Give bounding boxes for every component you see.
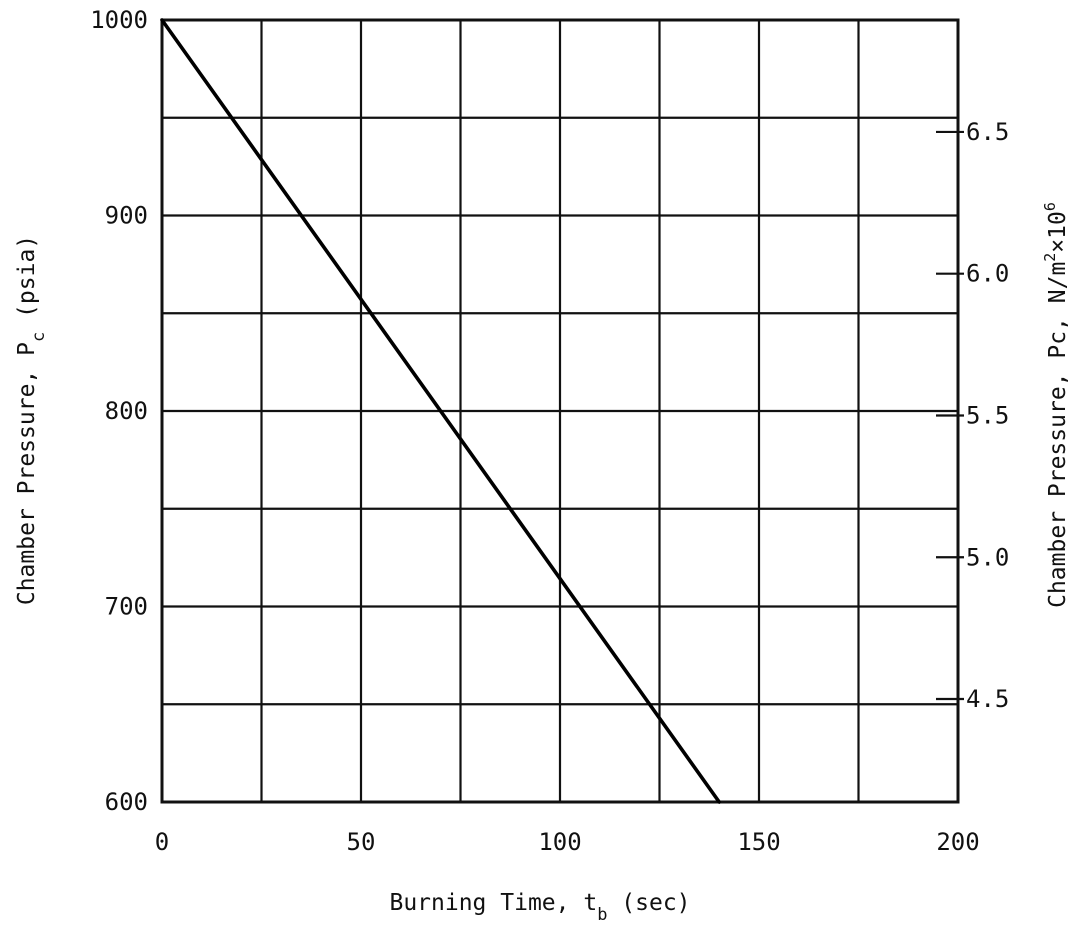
x-tick-label: 50 <box>347 828 376 856</box>
y-left-tick-label: 700 <box>105 593 148 621</box>
y-axis-right-title: Chamber Pressure, Pc, N/m2×106 <box>1041 202 1071 608</box>
y-right-tick-label: 4.5 <box>966 685 1009 713</box>
x-axis-title: Burning Time, tb (sec) <box>389 890 690 925</box>
y-right-tick-label: 5.5 <box>966 401 1009 429</box>
plot-frame <box>160 18 960 804</box>
axis-ticks: 0 50 100 150 200 600 700 800 900 1000 4.5 5.0 5.5 6.0… <box>90 6 1009 856</box>
series-line <box>160 18 722 804</box>
grid <box>162 20 958 802</box>
y-left-tick-label: 800 <box>105 397 148 425</box>
y-left-tick-label: 600 <box>105 788 148 816</box>
x-tick-label: 0 <box>155 828 169 856</box>
x-tick-label: 100 <box>538 828 581 856</box>
y-right-tick-label: 6.0 <box>966 260 1009 288</box>
y-axis-left-title: Chamber Pressure, Pc (psia) <box>14 235 49 605</box>
y-right-tick-label: 6.5 <box>966 118 1009 146</box>
y-right-tick-label: 5.0 <box>966 543 1009 571</box>
x-tick-label: 200 <box>936 828 979 856</box>
y-left-tick-label: 1000 <box>90 6 148 34</box>
series-layer <box>160 18 722 804</box>
y-left-tick-label: 900 <box>105 202 148 230</box>
x-tick-label: 150 <box>737 828 780 856</box>
